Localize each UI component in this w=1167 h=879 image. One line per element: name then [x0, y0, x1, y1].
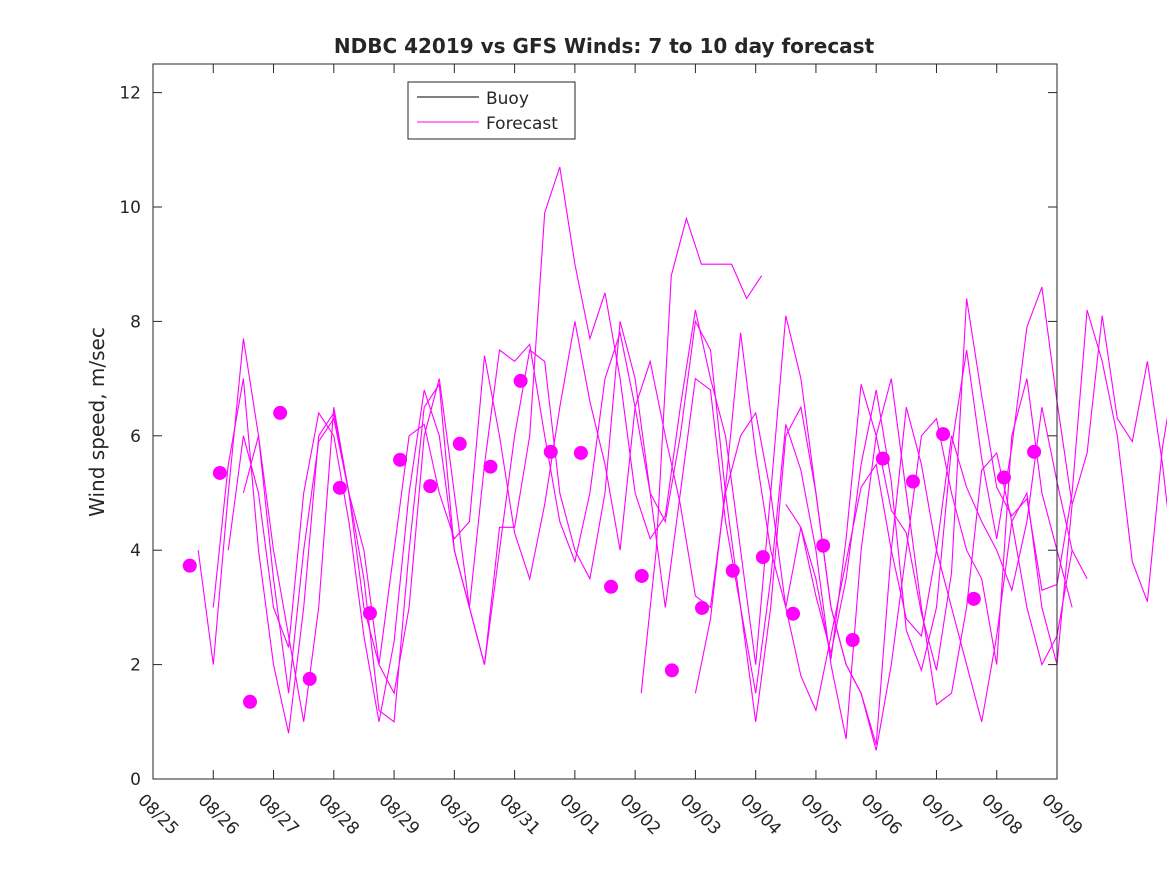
forecast-mean-marker — [362, 606, 377, 621]
y-tick-label: 4 — [130, 541, 141, 561]
forecast-mean-marker — [786, 606, 801, 621]
forecast-line-5 — [694, 286, 1167, 694]
forecast-mean-marker — [543, 444, 558, 459]
forecast-line-6 — [785, 298, 1167, 671]
forecast-mean-marker — [182, 558, 197, 573]
forecast-mean-marker — [905, 474, 920, 489]
chart-title: NDBC 42019 vs GFS Winds: 7 to 10 day for… — [334, 34, 875, 58]
forecast-mean-marker — [212, 465, 227, 480]
forecast-mean-marker — [302, 671, 317, 686]
forecast-mean-marker — [936, 427, 951, 442]
forecast-mean-marker — [273, 405, 288, 420]
forecast-mean-marker — [725, 563, 740, 578]
forecast-mean-marker — [875, 451, 890, 466]
forecast-mean-marker — [393, 452, 408, 467]
forecast-mean-marker — [483, 459, 498, 474]
legend: Buoy Forecast — [407, 81, 576, 140]
y-tick-label: 12 — [119, 84, 141, 104]
forecast-mean-marker — [966, 591, 981, 606]
legend-buoy-label: Buoy — [486, 89, 529, 109]
forecast-mean-marker — [243, 694, 258, 709]
y-tick-label: 2 — [130, 656, 141, 676]
forecast-mean-marker — [816, 538, 831, 553]
forecast-mean-marker — [573, 445, 588, 460]
forecast-line-4 — [640, 216, 763, 694]
forecast-mean-marker — [513, 373, 528, 388]
y-tick-label: 8 — [130, 312, 141, 332]
forecast-mean-marker — [634, 568, 649, 583]
series-layer — [183, 87, 1167, 751]
forecast-line-1 — [212, 166, 1073, 745]
legend-box — [407, 81, 576, 140]
y-axis-label: Wind speed, m/sec — [85, 327, 109, 517]
legend-forecast-label: Forecast — [486, 114, 558, 134]
forecast-mean-marker — [996, 470, 1011, 485]
forecast-mean-marker — [604, 579, 619, 594]
forecast-mean-marker — [695, 600, 710, 615]
forecast-mean-marker — [452, 436, 467, 451]
y-tick-label: 0 — [130, 770, 141, 790]
forecast-mean-marker — [1027, 444, 1042, 459]
plot-area — [153, 64, 1057, 779]
forecast-mean-marker — [423, 479, 438, 494]
plot-frame — [152, 63, 1058, 780]
y-tick-label: 6 — [130, 427, 141, 447]
y-tick-label: 10 — [119, 198, 141, 218]
forecast-mean-marker — [845, 633, 860, 648]
forecast-mean-marker — [332, 480, 347, 495]
forecast-mean-marker — [664, 663, 679, 678]
forecast-line-2 — [227, 330, 1088, 740]
forecast-mean-marker — [755, 550, 770, 565]
forecast-line-3 — [242, 321, 1073, 713]
